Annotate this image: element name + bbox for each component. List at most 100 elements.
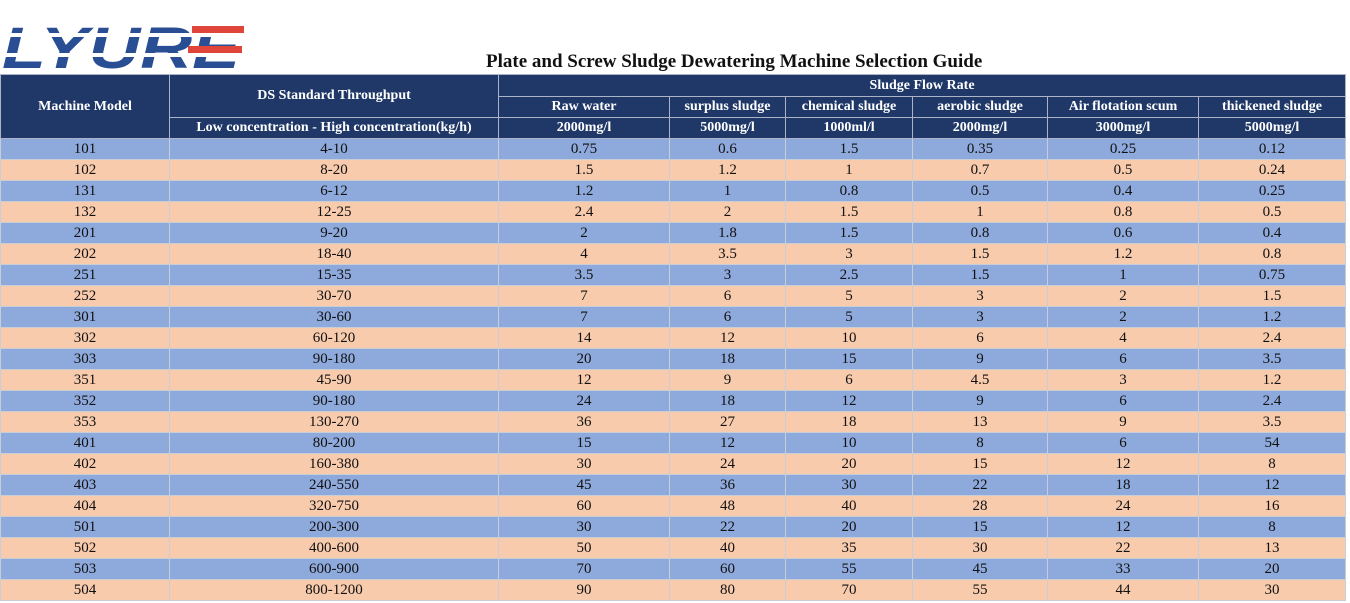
cell-model: 503 (0, 558, 170, 580)
cell-flow-rate: 6 (1047, 348, 1199, 370)
table-row: 401 80-200 15 12 10 8 6 54 (0, 432, 1347, 454)
cell-flow-rate: 0.75 (1197, 264, 1347, 286)
table-row: 201 9-20 2 1.8 1.5 0.8 0.6 0.4 (0, 222, 1347, 244)
cell-flow-rate: 45 (912, 558, 1048, 580)
cell-flow-rate: 36 (498, 411, 670, 433)
cell-flow-rate: 18 (785, 411, 913, 433)
cell-flow-rate: 15 (912, 453, 1048, 475)
cell-flow-rate: 1.5 (498, 159, 670, 181)
cell-flow-rate: 3 (912, 306, 1048, 328)
header-column-name: Air flotation scum (1047, 96, 1199, 118)
cell-throughput: 30-70 (169, 285, 499, 307)
table-row: 402 160-380 30 24 20 15 12 8 (0, 453, 1347, 475)
cell-flow-rate: 4 (1047, 327, 1199, 349)
table-row: 501 200-300 30 22 20 15 12 8 (0, 516, 1347, 538)
cell-flow-rate: 36 (669, 474, 786, 496)
cell-throughput: 80-200 (169, 432, 499, 454)
table-body: 101 4-10 0.75 0.6 1.5 0.35 0.25 0.12 102 8-20 1.5 1… (0, 138, 1347, 601)
header-machine-model: Machine Model (0, 74, 170, 139)
cell-flow-rate: 0.25 (1197, 180, 1347, 202)
cell-flow-rate: 1.5 (785, 201, 913, 223)
cell-flow-rate: 30 (498, 516, 670, 538)
header-column-name: chemical sludge (785, 96, 913, 118)
table-row: 503 600-900 70 60 55 45 33 20 (0, 558, 1347, 580)
cell-flow-rate: 12 (498, 369, 670, 391)
table-row: 101 4-10 0.75 0.6 1.5 0.35 0.25 0.12 (0, 138, 1347, 160)
cell-flow-rate: 7 (498, 306, 670, 328)
cell-flow-rate: 8 (1197, 516, 1347, 538)
cell-flow-rate: 60 (669, 558, 786, 580)
cell-flow-rate: 70 (785, 579, 913, 601)
cell-flow-rate: 3 (785, 243, 913, 265)
cell-flow-rate: 6 (912, 327, 1048, 349)
cell-flow-rate: 0.8 (785, 180, 913, 202)
cell-flow-rate: 1.2 (498, 180, 670, 202)
cell-model: 502 (0, 537, 170, 559)
cell-flow-rate: 0.24 (1197, 159, 1347, 181)
cell-model: 303 (0, 348, 170, 370)
lyure-logo: LYURE (2, 22, 244, 76)
cell-flow-rate: 0.8 (912, 222, 1048, 244)
cell-flow-rate: 1.5 (785, 222, 913, 244)
cell-model: 404 (0, 495, 170, 517)
cell-flow-rate: 1.8 (669, 222, 786, 244)
cell-flow-rate: 90 (498, 579, 670, 601)
header-column-unit: 1000ml/l (785, 117, 913, 139)
header-column-name: Raw water (498, 96, 670, 118)
cell-flow-rate: 15 (498, 432, 670, 454)
cell-model: 504 (0, 579, 170, 601)
cell-flow-rate: 2.4 (1197, 390, 1347, 412)
cell-model: 351 (0, 369, 170, 391)
cell-flow-rate: 30 (785, 474, 913, 496)
cell-flow-rate: 16 (1197, 495, 1347, 517)
cell-flow-rate: 15 (785, 348, 913, 370)
cell-flow-rate: 8 (1197, 453, 1347, 475)
cell-flow-rate: 0.7 (912, 159, 1048, 181)
cell-model: 102 (0, 159, 170, 181)
cell-flow-rate: 27 (669, 411, 786, 433)
cell-flow-rate: 0.12 (1197, 138, 1347, 160)
cell-flow-rate: 12 (1197, 474, 1347, 496)
cell-throughput: 800-1200 (169, 579, 499, 601)
cell-flow-rate: 13 (1197, 537, 1347, 559)
cell-flow-rate: 3.5 (498, 264, 670, 286)
cell-throughput: 9-20 (169, 222, 499, 244)
cell-flow-rate: 1.2 (1197, 369, 1347, 391)
cell-flow-rate: 12 (1047, 516, 1199, 538)
cell-flow-rate: 0.4 (1197, 222, 1347, 244)
cell-flow-rate: 20 (1197, 558, 1347, 580)
table-row: 251 15-35 3.5 3 2.5 1.5 1 0.75 (0, 264, 1347, 286)
table-row: 202 18-40 4 3.5 3 1.5 1.2 0.8 (0, 243, 1347, 265)
logo-stripe (192, 26, 244, 33)
cell-flow-rate: 33 (1047, 558, 1199, 580)
cell-flow-rate: 10 (785, 432, 913, 454)
cell-flow-rate: 40 (669, 537, 786, 559)
cell-flow-rate: 18 (669, 348, 786, 370)
cell-model: 352 (0, 390, 170, 412)
cell-flow-rate: 22 (669, 516, 786, 538)
cell-flow-rate: 35 (785, 537, 913, 559)
cell-flow-rate: 1.2 (669, 159, 786, 181)
cell-flow-rate: 0.5 (1197, 201, 1347, 223)
cell-flow-rate: 2 (1047, 306, 1199, 328)
table-row: 352 90-180 24 18 12 9 6 2.4 (0, 390, 1347, 412)
cell-flow-rate: 18 (669, 390, 786, 412)
table-row: 301 30-60 7 6 5 3 2 1.2 (0, 306, 1347, 328)
table-row: 404 320-750 60 48 40 28 24 16 (0, 495, 1347, 517)
cell-flow-rate: 8 (912, 432, 1048, 454)
cell-model: 132 (0, 201, 170, 223)
cell-model: 501 (0, 516, 170, 538)
table-row: 504 800-1200 90 80 70 55 44 30 (0, 579, 1347, 601)
table-row: 353 130-270 36 27 18 13 9 3.5 (0, 411, 1347, 433)
header-column-unit: 2000mg/l (498, 117, 670, 139)
cell-flow-rate: 12 (785, 390, 913, 412)
cell-flow-rate: 2 (498, 222, 670, 244)
cell-throughput: 320-750 (169, 495, 499, 517)
cell-flow-rate: 1.5 (912, 264, 1048, 286)
selection-table: Machine Model DS Standard Throughput Slu… (0, 74, 1347, 601)
cell-model: 202 (0, 243, 170, 265)
cell-flow-rate: 1.5 (912, 243, 1048, 265)
header-sludge-flow-rate: Sludge Flow Rate (497, 74, 1347, 97)
cell-flow-rate: 1 (669, 180, 786, 202)
table-row: 252 30-70 7 6 5 3 2 1.5 (0, 285, 1347, 307)
